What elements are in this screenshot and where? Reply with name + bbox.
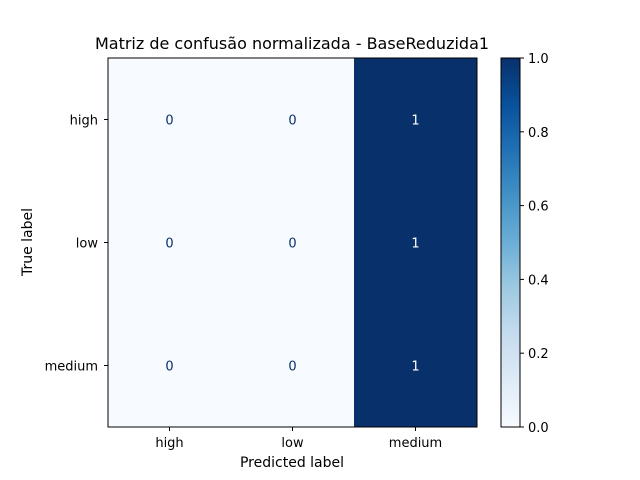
y-axis-label: True label <box>20 208 36 277</box>
chart-title: Matriz de confusão normalizada - BaseRed… <box>95 34 489 53</box>
x-tick-label: high <box>155 436 183 451</box>
heatmap-cell <box>354 58 478 182</box>
cell-value-label: 0 <box>165 114 173 129</box>
y-tick-label: low <box>76 237 99 252</box>
heatmap-cell <box>354 304 478 428</box>
heatmap-cell <box>231 58 355 182</box>
heatmap-cells <box>108 58 478 428</box>
heatmap-cell <box>231 304 355 428</box>
colorbar-tick-label: 0.0 <box>528 421 549 436</box>
x-axis-label: Predicted label <box>240 455 344 471</box>
cell-value-label: 1 <box>411 114 419 129</box>
colorbar <box>500 57 521 428</box>
cell-value-label: 0 <box>165 237 173 252</box>
y-tick-label: medium <box>45 360 98 375</box>
heatmap-cell <box>108 181 232 305</box>
cell-value-label: 1 <box>411 360 419 375</box>
heatmap-cell <box>108 58 232 182</box>
cell-value-label: 1 <box>411 237 419 252</box>
cell-value-label: 0 <box>288 237 296 252</box>
x-axis-ticks: high low medium <box>155 427 442 451</box>
heatmap-cell <box>354 181 478 305</box>
cell-value-labels: 0 0 1 0 0 1 0 0 1 <box>165 114 419 375</box>
heatmap-cell <box>231 181 355 305</box>
colorbar-tick-label: 0.4 <box>528 273 549 288</box>
cell-value-label: 0 <box>288 114 296 129</box>
x-tick-label: medium <box>389 436 442 451</box>
cell-value-label: 0 <box>165 360 173 375</box>
x-tick-label: low <box>281 436 304 451</box>
colorbar-tick-label: 0.8 <box>528 126 549 141</box>
y-axis-ticks: high low medium <box>45 114 108 375</box>
y-tick-label: high <box>70 114 98 129</box>
colorbar-tick-label: 0.6 <box>528 200 549 215</box>
colorbar-tick-label: 0.2 <box>528 347 549 362</box>
cell-value-label: 0 <box>288 360 296 375</box>
heatmap-cell <box>108 304 232 428</box>
colorbar-tick-label: 1.0 <box>528 52 549 67</box>
colorbar-ticks: 0.0 0.2 0.4 0.6 0.8 1.0 <box>520 52 549 436</box>
